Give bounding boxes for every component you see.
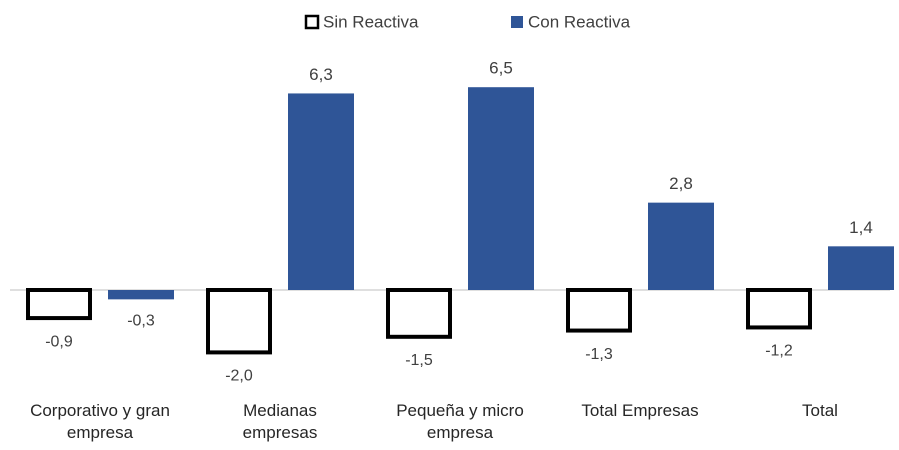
legend-swatch: [304, 14, 320, 30]
data-label: -0,9: [45, 333, 73, 350]
x-tick-label: Pequeña y micro empresa: [396, 401, 524, 442]
bar: [566, 288, 632, 333]
legend-label: Con Reactiva: [528, 12, 631, 31]
x-tick-label: Corporativo y gran empresa: [30, 401, 170, 442]
bar: [468, 87, 534, 290]
data-label: 1,4: [849, 218, 873, 237]
bar: [288, 93, 354, 290]
x-tick-label: Total Empresas: [581, 401, 699, 420]
data-label: -1,2: [765, 343, 793, 360]
x-tick-label: Total: [802, 401, 838, 420]
bar: [828, 246, 894, 290]
bar: [386, 288, 452, 339]
legend-label: Sin Reactiva: [323, 12, 419, 31]
data-label: -1,5: [405, 352, 433, 369]
bar: [648, 202, 714, 290]
data-label: -2,0: [225, 368, 253, 385]
bar: [108, 290, 174, 300]
legend-swatch: [511, 16, 523, 28]
data-label: 2,8: [669, 174, 693, 193]
bar: [746, 288, 812, 330]
data-label: 6,3: [309, 65, 333, 84]
data-label: -0,3: [127, 313, 155, 330]
data-label: 6,5: [489, 59, 513, 78]
data-label: -1,3: [585, 346, 613, 363]
bar: [206, 288, 272, 355]
x-tick-label: Medianas empresas: [242, 401, 318, 442]
bar: [26, 288, 92, 321]
